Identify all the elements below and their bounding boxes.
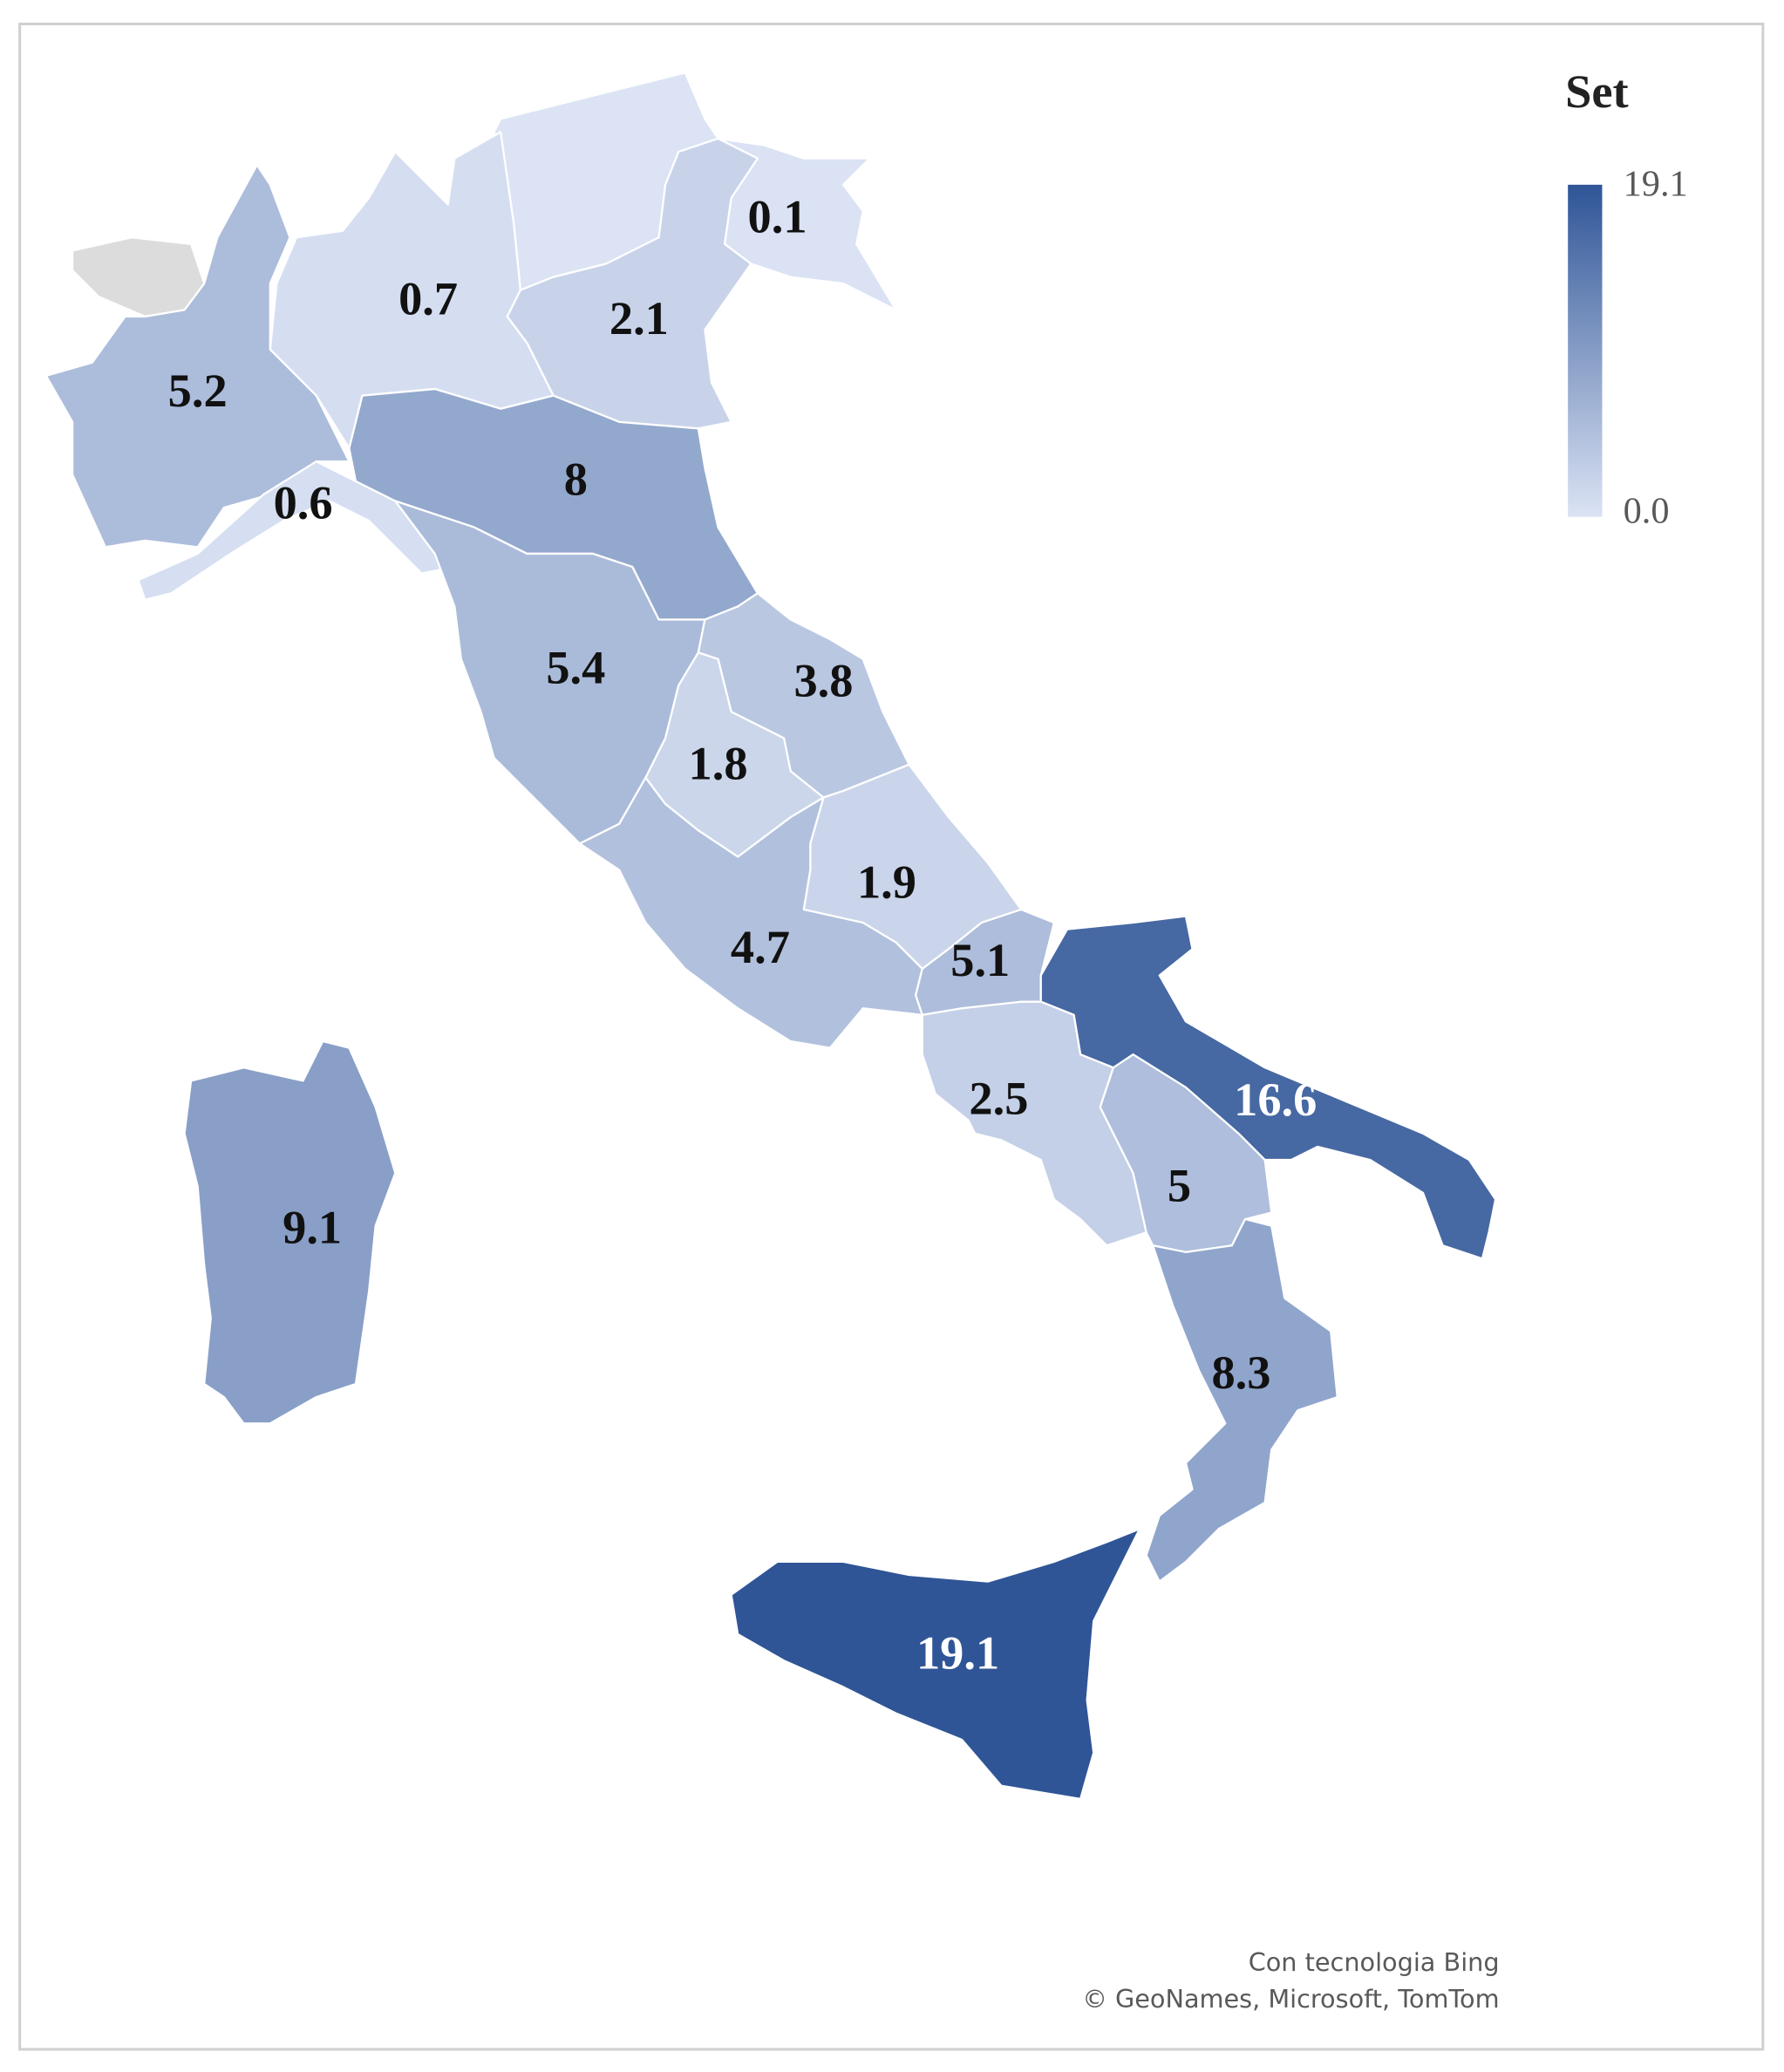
data-label: 2.5 — [969, 1073, 1028, 1125]
data-label: 5 — [1168, 1159, 1191, 1211]
data-label: 0.6 — [274, 477, 333, 529]
data-label: 0.7 — [398, 272, 458, 324]
regions — [44, 72, 1497, 1801]
data-label: 9.1 — [283, 1202, 342, 1254]
legend-tick-label: 0.0 — [1624, 490, 1670, 531]
region — [137, 460, 456, 601]
region — [578, 776, 923, 1049]
data-label: 5.1 — [950, 934, 1010, 986]
data-label: 1.8 — [689, 738, 748, 790]
data-label: 8 — [564, 453, 588, 505]
data-label: 19.1 — [916, 1627, 999, 1680]
data-label: 5.2 — [168, 365, 228, 417]
attribution: Con tecnologia Bing — [1249, 1947, 1500, 1977]
legend-title: Set — [1565, 65, 1628, 118]
data-label: 0.1 — [748, 191, 807, 243]
region — [44, 164, 351, 549]
data-label: 16.6 — [1234, 1073, 1317, 1126]
data-label: 2.1 — [609, 292, 669, 344]
attribution: © GeoNames, Microsoft, TomTom — [1082, 1984, 1499, 2014]
color-bar — [1568, 184, 1603, 517]
region — [730, 1528, 1141, 1801]
region — [183, 1039, 397, 1425]
data-label: 5.4 — [546, 641, 605, 693]
data-label: 1.9 — [857, 856, 916, 909]
data-label: 4.7 — [731, 921, 790, 973]
region — [1145, 1217, 1338, 1583]
data-label: 8.3 — [1211, 1346, 1270, 1399]
legend-tick-label: 19.1 — [1624, 164, 1688, 205]
data-label: 3.8 — [793, 655, 853, 707]
